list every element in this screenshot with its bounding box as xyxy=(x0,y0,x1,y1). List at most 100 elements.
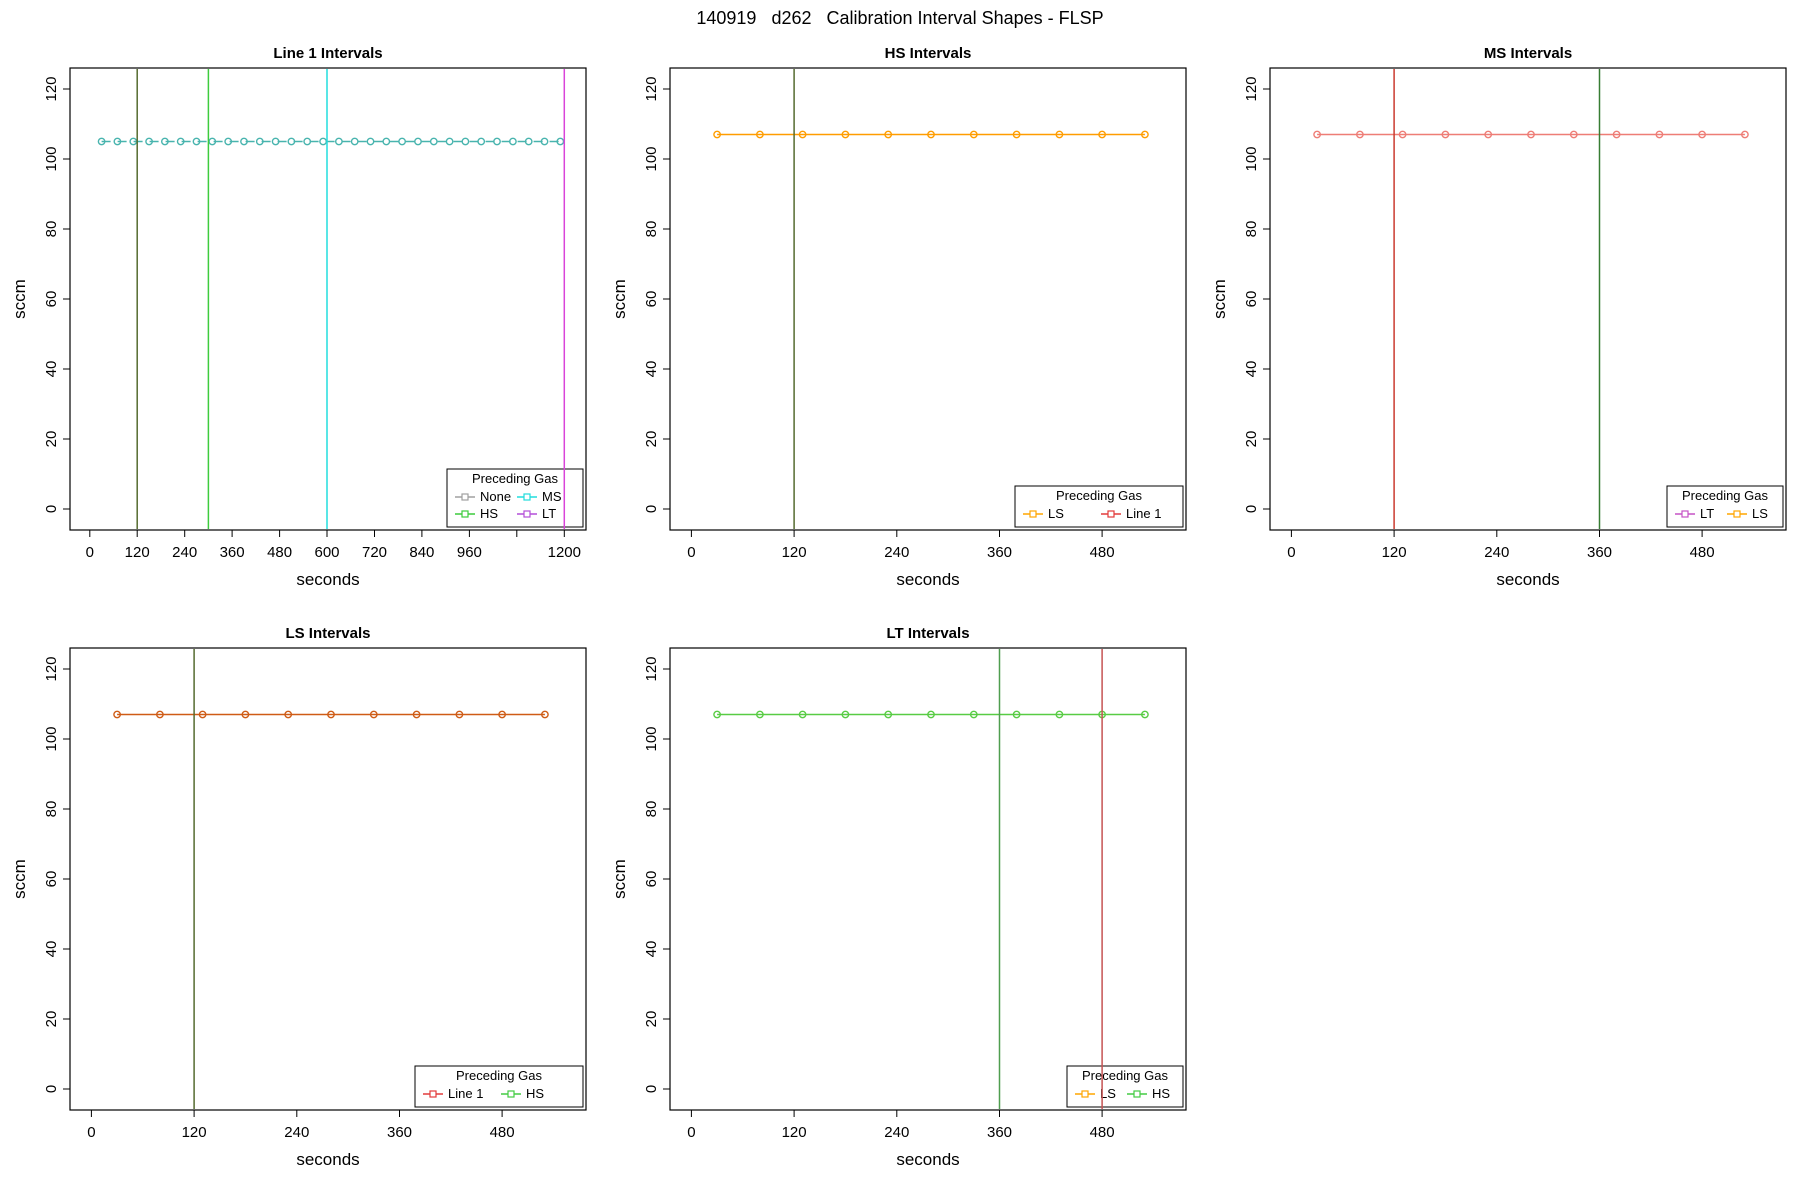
x-axis-label: seconds xyxy=(1496,570,1559,589)
x-tick-label: 480 xyxy=(1090,544,1115,561)
legend-key-marker xyxy=(1107,510,1115,518)
legend-key-marker xyxy=(461,510,469,518)
series-marker xyxy=(1055,130,1064,139)
series-marker xyxy=(556,137,565,146)
panel-background xyxy=(600,38,1200,618)
x-tick-label: 480 xyxy=(267,544,292,561)
x-tick-label: 480 xyxy=(1690,544,1715,561)
legend: Preceding Gas None MS HS LT xyxy=(446,468,584,528)
x-tick-label: 840 xyxy=(409,544,434,561)
y-tick-label: 20 xyxy=(1243,431,1260,448)
chart-panel-hs-intervals: HS Intervals 0 120 240 360 480 0 20 40 60 80 100 120… xyxy=(600,38,1200,618)
legend-entry-label: HS xyxy=(480,506,498,521)
legend-entry-label: MS xyxy=(542,489,562,504)
x-tick-label: 0 xyxy=(687,1124,695,1141)
x-tick-label: 240 xyxy=(172,544,197,561)
y-tick-label: 100 xyxy=(43,726,60,751)
x-tick-label: 240 xyxy=(884,1124,909,1141)
series-marker xyxy=(145,137,154,146)
y-tick-label: 120 xyxy=(643,76,660,101)
series-marker xyxy=(414,137,422,146)
y-tick-label: 0 xyxy=(643,1085,660,1093)
series-marker xyxy=(97,137,106,146)
y-tick-label: 80 xyxy=(643,801,660,818)
y-tick-label: 60 xyxy=(1243,291,1260,308)
series-marker xyxy=(303,137,312,146)
series-marker xyxy=(461,137,470,146)
panel-background xyxy=(600,618,1200,1198)
series-marker xyxy=(192,137,201,146)
y-tick-label: 40 xyxy=(43,361,60,378)
panel-background xyxy=(1200,38,1800,618)
legend: Preceding Gas Line 1 HS xyxy=(414,1065,584,1108)
series-marker xyxy=(1612,130,1621,139)
series-marker xyxy=(241,710,250,719)
charts-grid: Line 1 Intervals 0 120 240 360 480 600 720 840 96… xyxy=(0,38,1800,1198)
y-tick-label: 0 xyxy=(643,505,660,513)
series-marker xyxy=(176,137,185,146)
x-tick-label: 1200 xyxy=(548,544,581,561)
series-marker xyxy=(541,710,549,719)
series-marker xyxy=(198,710,207,719)
series-marker xyxy=(1698,130,1706,139)
series-marker xyxy=(240,137,248,146)
y-tick-label: 100 xyxy=(1243,146,1260,171)
series-marker xyxy=(524,137,533,146)
legend: Preceding Gas LS Line 1 xyxy=(1014,485,1184,528)
panel-title: MS Intervals xyxy=(1484,45,1572,62)
y-tick-label: 20 xyxy=(643,431,660,448)
y-tick-label: 100 xyxy=(43,146,60,171)
y-axis-label: sccm xyxy=(1210,279,1229,319)
x-tick-label: 360 xyxy=(987,1124,1012,1141)
legend-entry-label: None xyxy=(480,489,511,504)
legend-title: Preceding Gas xyxy=(1682,488,1768,503)
x-tick-label: 360 xyxy=(387,1124,412,1141)
series-marker xyxy=(841,130,850,139)
chart-svg: MS Intervals 0 120 240 360 480 0 20 40 60 80 100 120… xyxy=(1200,38,1800,618)
y-axis-label: sccm xyxy=(610,859,629,899)
x-tick-label: 480 xyxy=(490,1124,515,1141)
series-marker xyxy=(798,710,807,719)
series-marker xyxy=(509,137,517,146)
x-tick-label: 0 xyxy=(1287,544,1295,561)
series-marker xyxy=(1141,710,1149,719)
legend-entry-label: LT xyxy=(1700,506,1714,521)
y-tick-label: 40 xyxy=(643,941,660,958)
legend-key-marker xyxy=(1029,510,1037,518)
x-axis-label: seconds xyxy=(896,570,959,589)
x-tick-label: 960 xyxy=(457,544,482,561)
legend-key-marker xyxy=(1081,1090,1089,1098)
legend-key-marker xyxy=(523,510,531,518)
series-marker xyxy=(1398,130,1407,139)
panel-title: HS Intervals xyxy=(885,45,972,62)
legend-entry-label: HS xyxy=(526,1086,544,1101)
series-marker xyxy=(224,137,233,146)
legend-key-marker xyxy=(429,1090,437,1098)
x-tick-label: 0 xyxy=(87,1124,95,1141)
series-marker xyxy=(969,130,978,139)
legend-title: Preceding Gas xyxy=(1082,1068,1168,1083)
series-marker xyxy=(540,137,549,146)
series-marker xyxy=(1141,130,1149,139)
x-tick-label: 0 xyxy=(86,544,94,561)
series-marker xyxy=(841,710,850,719)
panel-title: LS Intervals xyxy=(285,625,370,642)
series-marker xyxy=(455,710,464,719)
x-axis-label: seconds xyxy=(896,1150,959,1169)
y-tick-label: 20 xyxy=(643,1011,660,1028)
series-marker xyxy=(398,137,406,146)
y-tick-label: 0 xyxy=(1243,505,1260,513)
x-tick-label: 0 xyxy=(687,544,695,561)
series-marker xyxy=(927,130,935,139)
series-marker xyxy=(713,130,722,139)
chart-panel-ms-intervals: MS Intervals 0 120 240 360 480 0 20 40 60 80 100 120… xyxy=(1200,38,1800,618)
y-tick-label: 60 xyxy=(43,871,60,888)
legend-key-marker xyxy=(1733,510,1741,518)
legend-entry-label: Line 1 xyxy=(448,1086,483,1101)
legend-entry-label: HS xyxy=(1152,1086,1170,1101)
y-tick-label: 0 xyxy=(43,1085,60,1093)
legend-title: Preceding Gas xyxy=(472,471,558,486)
x-tick-label: 360 xyxy=(1587,544,1612,561)
x-tick-label: 120 xyxy=(782,544,807,561)
